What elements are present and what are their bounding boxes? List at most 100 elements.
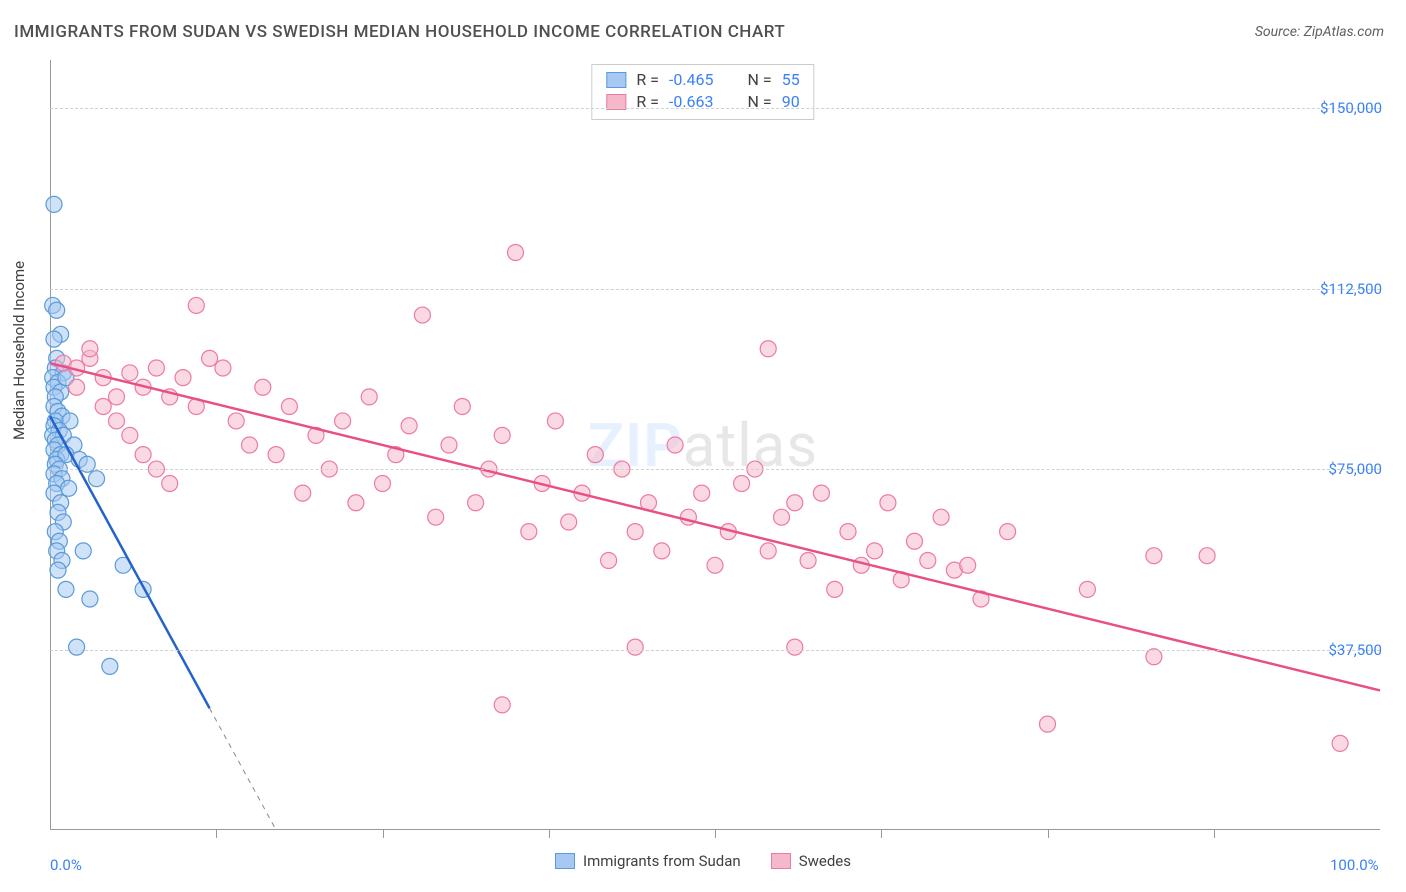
data-point <box>82 341 98 357</box>
data-point <box>401 418 417 434</box>
x-tick <box>881 830 882 838</box>
grid-line <box>50 469 1380 470</box>
r-label: R = <box>636 69 659 91</box>
data-point <box>561 514 577 530</box>
y-tick-label: $150,000 <box>1320 99 1382 117</box>
data-point <box>61 480 77 496</box>
data-point <box>69 379 85 395</box>
legend-label-1: Swedes <box>799 852 851 870</box>
data-point <box>75 543 91 559</box>
data-point <box>49 302 65 318</box>
data-point <box>547 413 563 429</box>
r-label: R = <box>636 91 659 113</box>
data-point <box>109 389 125 405</box>
data-point <box>521 524 537 540</box>
legend-stats: R = -0.465 N = 55 R = -0.663 N = 90 <box>591 64 814 120</box>
data-point <box>907 533 923 549</box>
data-point <box>760 543 776 559</box>
data-point <box>774 509 790 525</box>
legend-item-0: Immigrants from Sudan <box>555 852 741 870</box>
legend-item-1: Swedes <box>771 852 851 870</box>
data-point <box>50 562 66 578</box>
x-tick-label: 0.0% <box>50 856 82 874</box>
data-point <box>414 307 430 323</box>
data-point <box>228 413 244 429</box>
data-point <box>827 581 843 597</box>
data-point <box>69 639 85 655</box>
data-point <box>494 427 510 443</box>
data-point <box>348 495 364 511</box>
n-label: N = <box>748 69 772 91</box>
legend-stats-row-1: R = -0.663 N = 90 <box>606 91 799 113</box>
data-point <box>707 557 723 573</box>
data-point <box>960 557 976 573</box>
data-point <box>654 543 670 559</box>
data-point <box>800 553 816 569</box>
data-point <box>734 476 750 492</box>
data-point <box>175 370 191 386</box>
x-tick <box>216 830 217 838</box>
data-point <box>1146 548 1162 564</box>
data-point <box>880 495 896 511</box>
data-point <box>508 245 524 261</box>
y-tick-label: $75,000 <box>1328 460 1382 478</box>
data-point <box>109 413 125 429</box>
x-tick <box>715 830 716 838</box>
scatter-chart <box>50 60 1380 830</box>
trend-line <box>50 416 210 708</box>
x-tick-label: 100.0% <box>1330 856 1379 874</box>
trend-line-extrapolated <box>210 708 277 830</box>
data-point <box>375 476 391 492</box>
x-tick <box>1048 830 1049 838</box>
data-point <box>760 341 776 357</box>
chart-title: IMMIGRANTS FROM SUDAN VS SWEDISH MEDIAN … <box>14 22 785 42</box>
data-point <box>46 331 62 347</box>
data-point <box>188 297 204 313</box>
data-point <box>102 658 118 674</box>
data-point <box>82 591 98 607</box>
source-label: Source: <box>1255 24 1300 40</box>
legend-swatch-1b <box>771 853 791 869</box>
x-tick <box>383 830 384 838</box>
grid-line <box>50 650 1380 651</box>
data-point <box>295 485 311 501</box>
n-label: N = <box>748 91 772 113</box>
data-point <box>627 524 643 540</box>
data-point <box>1000 524 1016 540</box>
data-point <box>162 476 178 492</box>
y-tick-label: $37,500 <box>1328 641 1382 659</box>
data-point <box>468 495 484 511</box>
data-point <box>840 524 856 540</box>
data-point <box>89 471 105 487</box>
grid-line <box>50 108 1380 109</box>
data-point <box>335 413 351 429</box>
data-point <box>627 639 643 655</box>
data-point <box>281 399 297 415</box>
data-point <box>58 581 74 597</box>
data-point <box>202 350 218 366</box>
data-point <box>1146 649 1162 665</box>
data-point <box>787 495 803 511</box>
legend-stats-row-0: R = -0.465 N = 55 <box>606 69 799 91</box>
data-point <box>215 360 231 376</box>
data-point <box>813 485 829 501</box>
data-point <box>95 399 111 415</box>
data-point <box>920 553 936 569</box>
n-value-0: 55 <box>782 69 800 91</box>
legend-series: Immigrants from Sudan Swedes <box>555 852 851 870</box>
x-tick <box>1214 830 1215 838</box>
data-point <box>46 196 62 212</box>
source-value: ZipAtlas.com <box>1304 24 1384 40</box>
data-point <box>242 437 258 453</box>
data-point <box>148 360 164 376</box>
data-point <box>667 437 683 453</box>
source-attribution: Source: ZipAtlas.com <box>1255 24 1384 40</box>
data-point <box>494 697 510 713</box>
data-point <box>601 553 617 569</box>
y-tick-label: $112,500 <box>1320 280 1382 298</box>
data-point <box>135 447 151 463</box>
data-point <box>1332 735 1348 751</box>
x-tick <box>549 830 550 838</box>
data-point <box>933 509 949 525</box>
trend-line <box>50 363 1380 690</box>
